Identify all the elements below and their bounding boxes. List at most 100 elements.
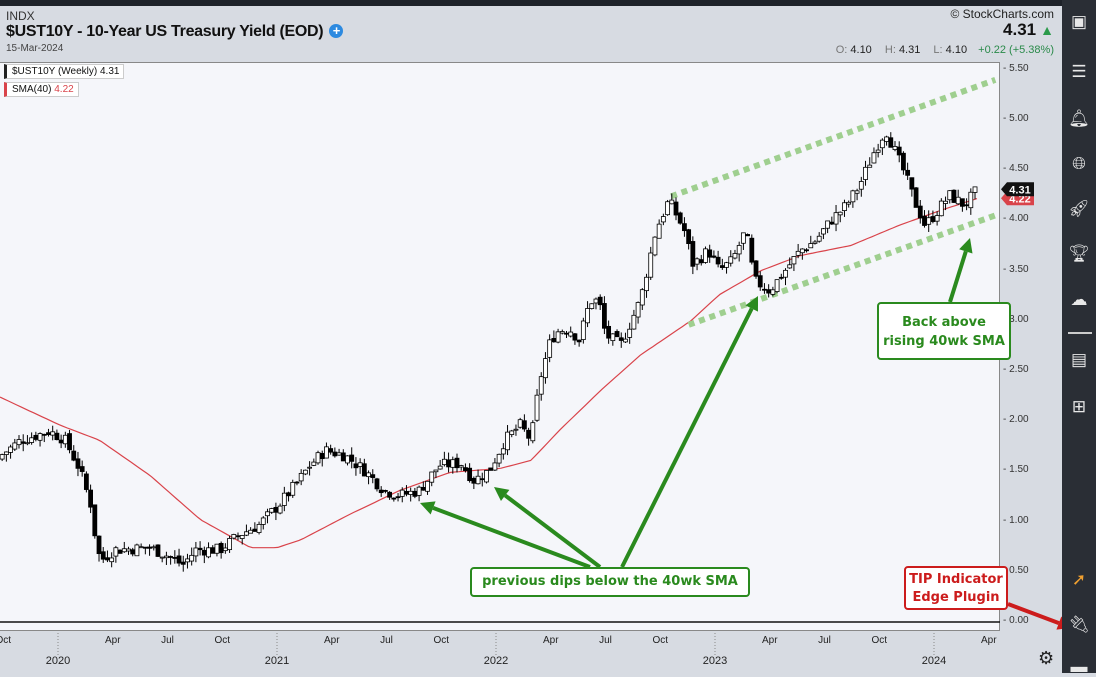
plugin-logo-icon[interactable]: ➚ [1071,570,1087,589]
candle [3,451,9,462]
candle-body [105,557,110,561]
candle [353,457,359,476]
candle [332,447,338,458]
right-sidebar: ▣ ☰ 🔔︎ 🌐︎ 🚀︎ 🏆︎ ☁ ▤ ⊞ ➚ 🔌︎ ▬ [1062,0,1096,676]
candle [83,471,89,493]
x-axis[interactable]: Oct Apr Jul Oct Apr Jul Oct Apr Jul Oct Apr Jul Oct A… [0,631,1000,673]
candle [79,460,85,477]
cloud-icon[interactable]: ☁ [1070,290,1088,309]
candle-body [892,146,898,150]
candle-body [766,289,772,294]
y-axis[interactable]: - 0.00 - 0.50 - 1.00 - 1.50 - 2.00 - 2.50 - 3.… [1001,62,1033,631]
candle-body [332,451,338,457]
candle-body [703,248,708,263]
candle-body [265,511,270,517]
candle [896,141,902,163]
candle [526,427,531,446]
legend-series[interactable]: $UST10Y (Weekly) 4.31 [4,64,125,79]
candle [33,431,39,442]
candle-body [412,490,418,497]
candle [905,162,911,181]
billing-doc-icon[interactable]: ▤ [1070,350,1088,369]
candle [294,481,300,486]
candle-body [29,437,35,443]
candle [513,424,519,436]
candle [492,458,498,472]
candle [180,555,186,572]
candle [652,236,658,257]
globe-icon[interactable]: 🌐︎ [1072,154,1086,173]
candle [395,492,401,502]
candle-body [126,548,131,552]
candle [842,199,847,217]
grid-icon[interactable]: ⊞ [1071,397,1087,416]
candle-body [218,542,224,554]
candle-body [134,544,140,557]
candle [951,189,957,203]
arrow-dip3-head [745,296,758,312]
candle [218,541,224,559]
candle [12,438,18,451]
candle-body [281,492,287,506]
candle-body [290,481,296,496]
candle [315,450,321,465]
candle-body [420,486,426,491]
candle [547,334,553,363]
presenter-icon[interactable]: ▣ [1070,12,1088,31]
candle [121,541,127,553]
candle-body [879,139,885,149]
plug-icon[interactable]: 🔌︎ [1068,615,1090,634]
settings-gear-icon[interactable]: ⚙ [1038,648,1055,668]
candle-body [829,221,835,225]
price-plot[interactable] [0,62,1000,631]
candle [648,246,654,281]
open-value: 4.10 [850,44,872,56]
candle [412,487,418,499]
candle [719,258,725,270]
candle [328,444,334,455]
candle-body [357,462,363,467]
add-icon[interactable]: + [329,24,344,38]
sliders-icon[interactable]: ☰ [1071,62,1087,81]
stockcharts-logo[interactable]: © StockCharts.com [950,7,1054,21]
candle [168,555,174,565]
candle-body [938,200,944,217]
candle [404,485,409,497]
candle-body [248,529,254,534]
legend-sma[interactable]: SMA(40) 4.22 [4,82,79,97]
candle [825,220,831,234]
candle-body [783,269,788,278]
legend-series-value: 4.31 [100,66,120,77]
candle-body [749,237,755,263]
candle [454,453,460,473]
candle [416,485,422,502]
candle-body [551,338,557,343]
candle [378,486,384,497]
candle-body [336,452,342,456]
candle [660,213,666,226]
candle [193,541,199,563]
rocket-icon[interactable]: 🚀︎ [1068,199,1090,218]
candle-body [437,465,443,470]
candle-body [559,331,565,334]
candle [694,257,700,271]
y-tick-label: - 0.50 [1003,564,1029,576]
x-tick-label: Oct [214,635,231,646]
candle [8,444,13,459]
back-line1: Back above [902,315,986,330]
candle-body [231,534,237,539]
candle-body [155,544,161,557]
candle-body [147,546,152,549]
candle-body [964,204,969,207]
candle [812,239,818,245]
trophy-icon[interactable]: 🏆︎ [1068,244,1090,263]
arrow-dip2-shaft [503,493,602,569]
x-year-label: 2022 [483,655,509,667]
minimize-icon[interactable]: ▬ [1070,657,1088,676]
candle-body [269,508,275,513]
candle-body [113,547,119,557]
alerts-bell-icon[interactable]: 🔔︎ [1068,109,1090,128]
candle [867,157,873,168]
candle [248,527,254,534]
candle-body [500,448,506,455]
